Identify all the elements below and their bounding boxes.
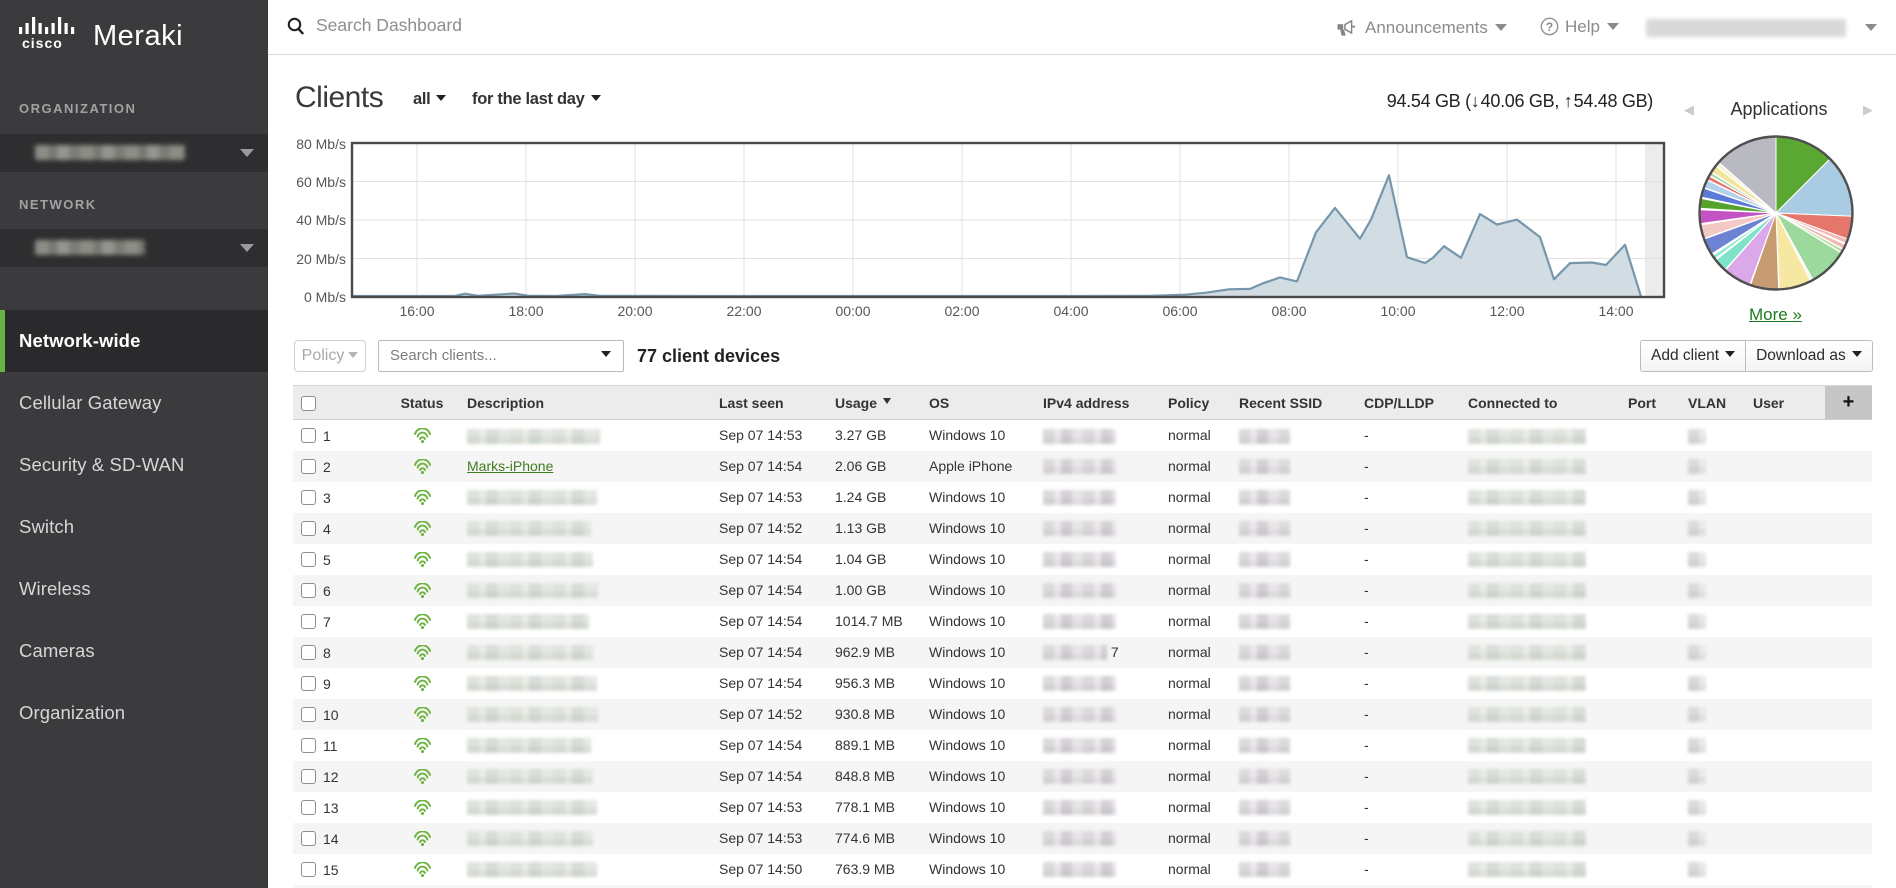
svg-text:04:00: 04:00 — [1053, 303, 1088, 319]
svg-text:18:00: 18:00 — [508, 303, 543, 319]
svg-text:40 Mb/s: 40 Mb/s — [296, 212, 346, 228]
svg-text:08:00: 08:00 — [1271, 303, 1306, 319]
svg-text:80 Mb/s: 80 Mb/s — [296, 136, 346, 152]
svg-text:06:00: 06:00 — [1162, 303, 1197, 319]
svg-text:10:00: 10:00 — [1380, 303, 1415, 319]
svg-text:22:00: 22:00 — [726, 303, 761, 319]
svg-text:20 Mb/s: 20 Mb/s — [296, 251, 346, 267]
svg-text:cisco: cisco — [22, 35, 63, 50]
svg-text:02:00: 02:00 — [944, 303, 979, 319]
svg-text:16:00: 16:00 — [399, 303, 434, 319]
svg-text:00:00: 00:00 — [835, 303, 870, 319]
svg-text:60 Mb/s: 60 Mb/s — [296, 174, 346, 190]
svg-text:?: ? — [1546, 20, 1553, 34]
svg-text:14:00: 14:00 — [1598, 303, 1633, 319]
svg-text:20:00: 20:00 — [617, 303, 652, 319]
svg-text:12:00: 12:00 — [1489, 303, 1524, 319]
svg-text:0 Mb/s: 0 Mb/s — [304, 289, 346, 305]
